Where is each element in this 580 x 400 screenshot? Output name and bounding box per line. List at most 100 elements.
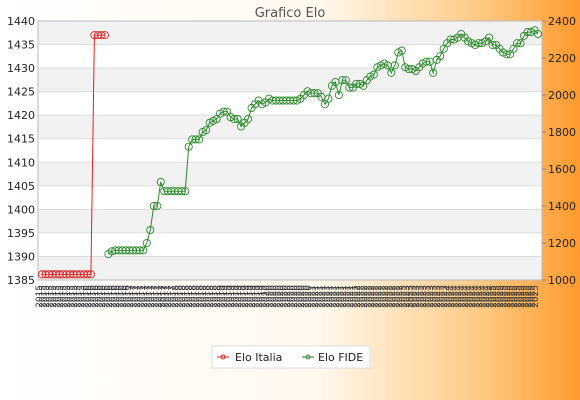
x-tick-label: 2020 (269, 285, 279, 308)
x-tick-label: 2025 (517, 285, 527, 308)
x-tick-label: 2022 (388, 285, 398, 308)
legend-marker-elo-fide (305, 354, 311, 360)
x-tick-label: 2016 (84, 285, 94, 308)
x-tick-label: 2021 (328, 285, 338, 308)
x-tick-label: 2023 (423, 285, 433, 308)
x-tick-label: 2016 (105, 285, 115, 308)
legend-box (211, 345, 371, 369)
x-tick-label: 2019 (248, 285, 258, 308)
x-tick-label: 2018 (189, 285, 199, 308)
grid-band (38, 21, 542, 45)
x-tick-label: 2023 (433, 285, 443, 308)
x-tick-label: 2018 (199, 285, 209, 308)
x-tick-label: 2021 (332, 285, 342, 308)
data-point-elo-fide (191, 135, 200, 144)
x-tick-label: 2015 (45, 285, 55, 308)
x-tick-label: 2022 (384, 285, 394, 308)
x-tick-label: 2023 (419, 285, 429, 308)
right-tick-label: 1800 (548, 126, 576, 139)
x-tick-label: 2025 (528, 285, 538, 308)
data-point-elo-fide (195, 135, 204, 144)
x-tick-label: 2025 (489, 285, 499, 308)
x-tick-label: 2023 (402, 285, 412, 308)
plot-area (38, 21, 542, 280)
x-tick-label: 2019 (217, 285, 227, 308)
x-tick-label: 2018 (196, 285, 206, 308)
x-tick-label: 2015 (70, 285, 80, 308)
x-tick-label: 2016 (94, 285, 104, 308)
x-tick-label: 2018 (192, 285, 202, 308)
x-tick-label: 2024 (468, 285, 478, 308)
data-point-elo-fide (230, 115, 239, 124)
x-tick-label: 2017 (143, 285, 153, 308)
x-tick-label: 2024 (454, 285, 464, 308)
legend-label-elo-italia: Elo Italia (235, 351, 282, 364)
x-tick-label: 2021 (314, 285, 324, 308)
data-point-elo-fide (516, 39, 525, 48)
x-tick-label: 2023 (437, 285, 447, 308)
x-tick-label: 2019 (227, 285, 237, 308)
x-tick-label: 2021 (325, 285, 335, 308)
right-tick-label: 1400 (548, 200, 576, 213)
right-tick-label: 2200 (548, 52, 576, 65)
x-tick-label: 2017 (140, 285, 150, 308)
data-point-elo-fide (244, 115, 253, 124)
x-tick-label: 2019 (234, 285, 244, 308)
data-point-elo-fide (485, 33, 494, 42)
data-point-elo-italia (83, 270, 92, 279)
x-tick-label: 2020 (286, 285, 296, 308)
x-tick-label: 2017 (150, 285, 160, 308)
x-tick-label: 2016 (122, 285, 132, 308)
data-point-elo-fide (156, 177, 165, 186)
x-tick-label: 2020 (297, 285, 307, 308)
x-tick-label: 2020 (300, 285, 310, 308)
left-tick-label: 1400 (7, 203, 35, 216)
x-tick-label: 2025 (496, 285, 506, 308)
x-tick-label: 2015 (35, 285, 45, 308)
x-tick-label: 2024 (447, 285, 457, 308)
x-tick-label: 2019 (259, 285, 269, 308)
legend-marker-elo-italia (220, 354, 226, 360)
x-tick-label: 2015 (73, 285, 83, 308)
data-point-elo-fide (397, 46, 406, 55)
chart-title: Grafico Elo (255, 6, 326, 21)
data-point-elo-italia (97, 31, 106, 40)
left-tick-label: 1415 (7, 133, 35, 146)
data-point-elo-fide (369, 70, 378, 79)
x-tick-label: 2015 (56, 285, 66, 308)
data-point-elo-fide (334, 90, 343, 100)
data-point-elo-fide (310, 89, 319, 98)
x-tick-label: 2017 (168, 285, 178, 308)
x-tick-label: 2016 (91, 285, 101, 308)
x-tick-label: 2020 (276, 285, 286, 308)
x-tick-label: 2022 (360, 285, 370, 308)
data-point-elo-fide (139, 246, 148, 255)
right-tick-label: 2400 (548, 15, 576, 28)
x-tick-label: 2023 (440, 285, 450, 308)
x-tick-label: 2020 (304, 285, 314, 308)
data-point-elo-fide (149, 201, 158, 211)
data-point-elo-fide (202, 126, 211, 135)
x-tick-label: 2022 (395, 285, 405, 308)
x-tick-label: 2022 (356, 285, 366, 308)
x-tick-label: 2023 (416, 285, 426, 308)
x-tick-label: 2022 (363, 285, 373, 308)
x-tick-label: 2021 (339, 285, 349, 308)
x-tick-label: 2024 (479, 285, 489, 308)
x-tick-label: 2025 (510, 285, 520, 308)
x-tick-label: 2025 (531, 285, 541, 308)
left-tick-label: 1425 (7, 86, 35, 99)
x-tick-label: 2017 (126, 285, 136, 308)
x-tick-label: 2022 (391, 285, 401, 308)
data-point-elo-fide (390, 61, 399, 70)
x-tick-label: 2025 (524, 285, 534, 308)
x-tick-label: 2016 (112, 285, 122, 308)
x-tick-label: 2017 (161, 285, 171, 308)
x-tick-label: 2025 (521, 285, 531, 308)
data-point-elo-fide (153, 201, 162, 211)
x-tick-label: 2019 (224, 285, 234, 308)
left-tick-label: 1405 (7, 180, 35, 193)
x-tick-label: 2015 (66, 285, 76, 308)
grid-band (38, 209, 542, 233)
right-tick-label: 2000 (548, 89, 576, 102)
